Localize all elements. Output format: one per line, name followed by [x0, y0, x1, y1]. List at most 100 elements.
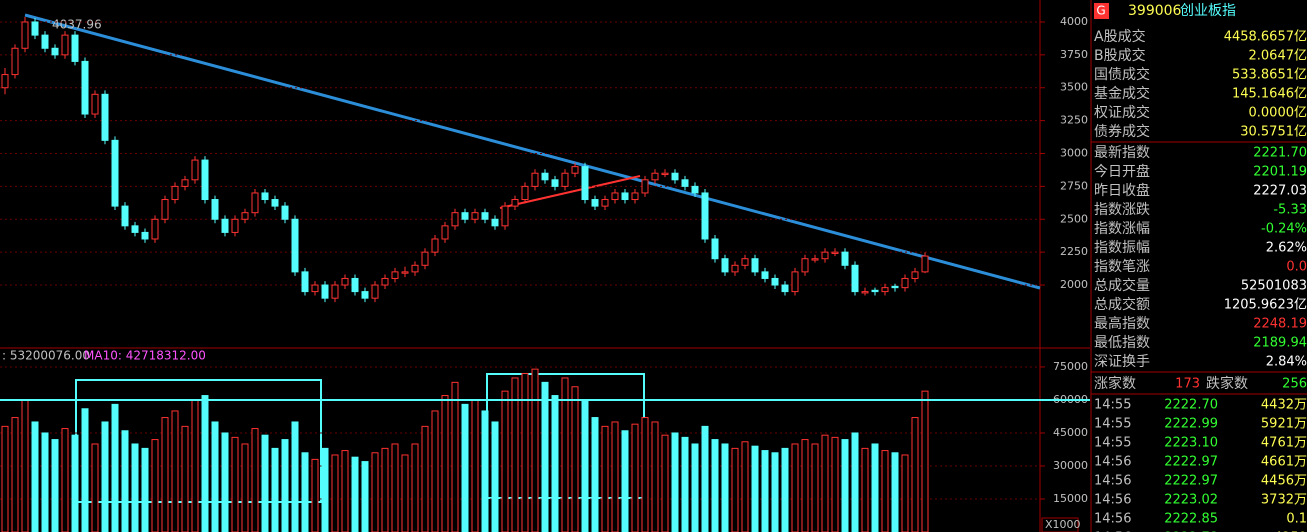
candle-body: [561, 172, 569, 187]
candle-body: [661, 172, 669, 176]
index-label: 指数笔涨: [1094, 259, 1150, 275]
candle-body: [701, 192, 709, 240]
index-value: 1205.9623亿: [1224, 298, 1307, 313]
volume-bar: [261, 434, 269, 532]
y-tick-label: 2250: [1060, 245, 1088, 258]
volume-bar: [631, 423, 639, 532]
candle-body: [381, 277, 389, 286]
index-value: 2189.94: [1253, 336, 1307, 351]
up-label: 涨家数: [1094, 375, 1136, 392]
volume-bar: [411, 443, 419, 532]
volume-bar: [221, 432, 229, 532]
index-value: 0.0: [1286, 260, 1307, 275]
candle-body: [591, 199, 599, 207]
index-value: 2.84%: [1266, 355, 1307, 370]
ma-label: MA10: 42718312.00: [84, 349, 206, 363]
tick-time: 14:56: [1094, 455, 1131, 470]
tick-volume: 4661万: [1261, 455, 1307, 470]
volume-bar: [351, 456, 359, 532]
volume-bar: [91, 443, 99, 532]
volume-bar: [301, 452, 309, 532]
volume-bar: [831, 436, 839, 532]
tick-time: 14:55: [1094, 417, 1131, 432]
candle-body: [461, 212, 469, 220]
index-value: 52501083: [1241, 279, 1307, 294]
tick-price: 2222.97: [1164, 474, 1218, 489]
candle-body: [21, 21, 29, 49]
down-count: 256: [1282, 377, 1307, 392]
candle-body: [641, 179, 649, 194]
candle-body: [911, 271, 919, 279]
y-tick-label: 2750: [1060, 179, 1088, 192]
index-value: 2221.70: [1253, 146, 1307, 161]
volume-bar: [251, 428, 259, 532]
unit-label: X1000: [1045, 518, 1081, 531]
candle-body: [551, 179, 559, 187]
badge-box: [1094, 3, 1109, 19]
index-label: 总成交量: [1094, 277, 1150, 294]
volume-bar: [901, 454, 909, 532]
volume-bar: [741, 441, 749, 532]
candle-body: [131, 225, 139, 233]
index-value: 2.62%: [1266, 241, 1307, 256]
index-label: 昨日收盘: [1094, 182, 1150, 199]
index-label: 总成交额: [1094, 296, 1150, 313]
volume-bar: [171, 410, 179, 532]
volume-bar: [531, 368, 539, 532]
volume-bar: [461, 403, 469, 532]
candle-body: [191, 159, 199, 181]
candle-body: [581, 166, 589, 201]
candle-body: [431, 238, 439, 253]
y-tick-label: 2000: [1060, 278, 1088, 291]
tick-volume: 5921万: [1261, 417, 1307, 432]
index-label: 最低指数: [1094, 335, 1150, 351]
volume-bar: [361, 461, 369, 532]
volume-bar: [821, 434, 829, 532]
volume-bar: [181, 425, 189, 532]
volume-bar: [271, 447, 279, 532]
candle-body: [311, 284, 319, 293]
turnover-label: B股成交: [1094, 47, 1146, 64]
down-label: 跌家数: [1206, 375, 1248, 392]
volume-bar: [21, 399, 29, 532]
tick-price: 2223.10: [1164, 436, 1218, 451]
tick-volume: 4432万: [1261, 398, 1307, 413]
volume-bar: [661, 434, 669, 532]
candle-body: [861, 291, 869, 294]
index-value: -5.33: [1273, 203, 1307, 218]
candle-body: [61, 34, 69, 56]
tick-time: 14:56: [1094, 493, 1131, 508]
volume-bar: [41, 432, 49, 532]
volume-bar: [761, 450, 769, 532]
volume-bar: [501, 390, 509, 532]
y-tick-label: 3250: [1060, 114, 1088, 127]
candle-body: [921, 255, 929, 273]
y-tick-label: 75000: [1053, 360, 1088, 373]
volume-bar: [581, 399, 589, 532]
turnover-label: 基金成交: [1094, 85, 1150, 102]
volume-bar: [671, 432, 679, 532]
badge: G: [1096, 4, 1105, 18]
candle-body: [451, 212, 459, 227]
candle-body: [211, 199, 219, 220]
y-tick-label: 30000: [1053, 459, 1088, 472]
volume-bar: [341, 450, 349, 532]
candle-body: [681, 179, 689, 187]
turnover-value: 2.0647亿: [1249, 49, 1307, 64]
turnover-label: 国债成交: [1094, 66, 1150, 83]
up-count: 173: [1175, 377, 1200, 392]
candle-body: [491, 218, 499, 227]
candle-body: [841, 251, 849, 266]
turnover-label: 权证成交: [1094, 104, 1150, 121]
candle-body: [11, 47, 19, 76]
tick-time: 14:56: [1094, 512, 1131, 527]
candle-body: [261, 192, 269, 201]
volume-bar: [471, 399, 479, 532]
volume-bar: [81, 408, 89, 532]
turnover-value: 533.8651亿: [1232, 68, 1307, 83]
volume-bar: [481, 410, 489, 532]
volume-bar: [441, 395, 449, 532]
candle-body: [91, 93, 99, 115]
volume-bar: [551, 395, 559, 532]
volume-bar: [871, 443, 879, 532]
